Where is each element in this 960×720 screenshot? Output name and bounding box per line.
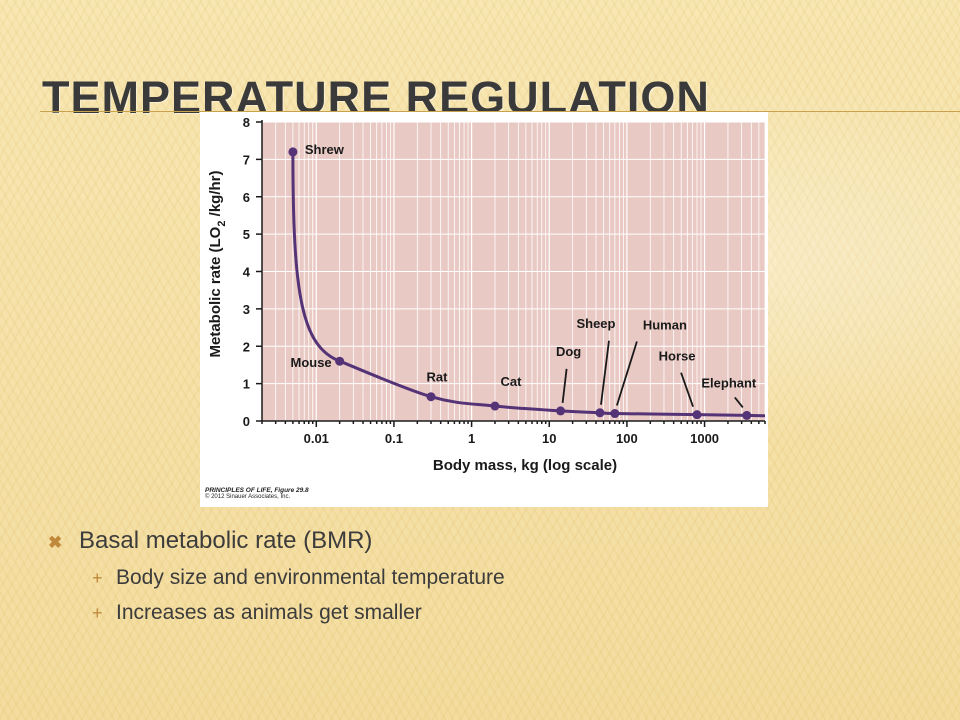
y-tick-label: 6	[243, 190, 250, 205]
plus-bullet-icon: +	[92, 603, 103, 623]
y-axis-label-main: Metabolic rate (LO	[207, 226, 224, 357]
y-tick-label: 5	[243, 227, 250, 242]
data-points	[288, 147, 752, 420]
y-tick-label: 4	[243, 265, 251, 280]
y-tick-label: 1	[243, 377, 250, 392]
y-axis-label-subscript: 2	[216, 221, 228, 227]
data-point-mouse	[335, 356, 345, 366]
x-tick-label: 1000	[690, 431, 719, 446]
point-label-shrew: Shrew	[305, 142, 345, 157]
data-point-human	[610, 409, 620, 419]
x-axis-label: Body mass, kg (log scale)	[433, 457, 617, 474]
y-tick-label: 2	[243, 339, 250, 354]
figure-copyright: © 2012 Sinauer Associates, Inc.	[205, 494, 291, 500]
y-tick-label: 3	[243, 302, 250, 317]
point-label-elephant: Elephant	[701, 375, 757, 390]
data-point-horse	[692, 410, 702, 420]
tick-labels: 0 1 2 3 4 5 6 7 8 0.01 0.1 1 10 100 1000	[243, 115, 719, 446]
leader-line	[734, 396, 744, 408]
leader-line	[600, 340, 610, 405]
data-point-shrew	[288, 147, 298, 157]
y-tick-label: 7	[243, 152, 250, 167]
point-label-rat: Rat	[427, 370, 449, 385]
grid-lines	[261, 121, 766, 421]
point-label-sheep: Sheep	[576, 316, 615, 331]
y-tick-label: 0	[243, 414, 250, 429]
y-axis-label: Metabolic rate (LO2 /kg/hr)	[207, 171, 228, 358]
figure-credit: PRINCIPLES OF LIFE, Figure 29.8 © 2012 S…	[205, 487, 309, 501]
leader-line	[616, 341, 638, 406]
x-tick-label: 100	[616, 431, 638, 446]
sub-bullet-text: Body size and environmental temperature	[116, 566, 505, 589]
axes	[256, 120, 766, 427]
data-point-sheep	[595, 408, 605, 418]
point-label-cat: Cat	[500, 374, 522, 389]
data-point-cat	[490, 401, 500, 411]
data-point-rat	[426, 392, 436, 402]
data-point-dog	[556, 406, 566, 416]
leader-line	[680, 372, 694, 407]
point-label-human: Human	[643, 318, 687, 333]
sub-bullet-text: Increases as animals get smaller	[116, 601, 422, 624]
y-tick-label: 8	[243, 115, 250, 130]
x-tick-label: 0.1	[385, 431, 403, 446]
y-axis-label-tail: /kg/hr)	[207, 171, 224, 221]
plus-bullet-icon: +	[92, 568, 103, 588]
x-tick-label: 0.01	[304, 431, 329, 446]
point-label-dog: Dog	[556, 344, 581, 359]
metabolic-rate-chart: 0 1 2 3 4 5 6 7 8 0.01 0.1 1 10 100 1000 Shrew Mouse Rat…	[207, 115, 766, 474]
figure-panel: 0 1 2 3 4 5 6 7 8 0.01 0.1 1 10 100 1000 Shrew Mouse Rat…	[200, 112, 768, 507]
title-divider	[40, 111, 960, 112]
data-point-elephant	[742, 410, 752, 420]
figure-credit-title: PRINCIPLES OF LIFE, Figure 29.8	[205, 487, 309, 494]
point-label-mouse: Mouse	[290, 355, 331, 370]
x-bullet-icon: ✖	[48, 533, 63, 552]
x-tick-label: 10	[542, 431, 556, 446]
bullet-text: Basal metabolic rate (BMR)	[79, 527, 373, 554]
x-tick-label: 1	[468, 431, 475, 446]
point-labels: Shrew Mouse Rat Cat Dog Sheep Human Horse Elepha…	[290, 142, 757, 408]
leader-line	[561, 368, 568, 404]
point-label-horse: Horse	[659, 349, 696, 364]
